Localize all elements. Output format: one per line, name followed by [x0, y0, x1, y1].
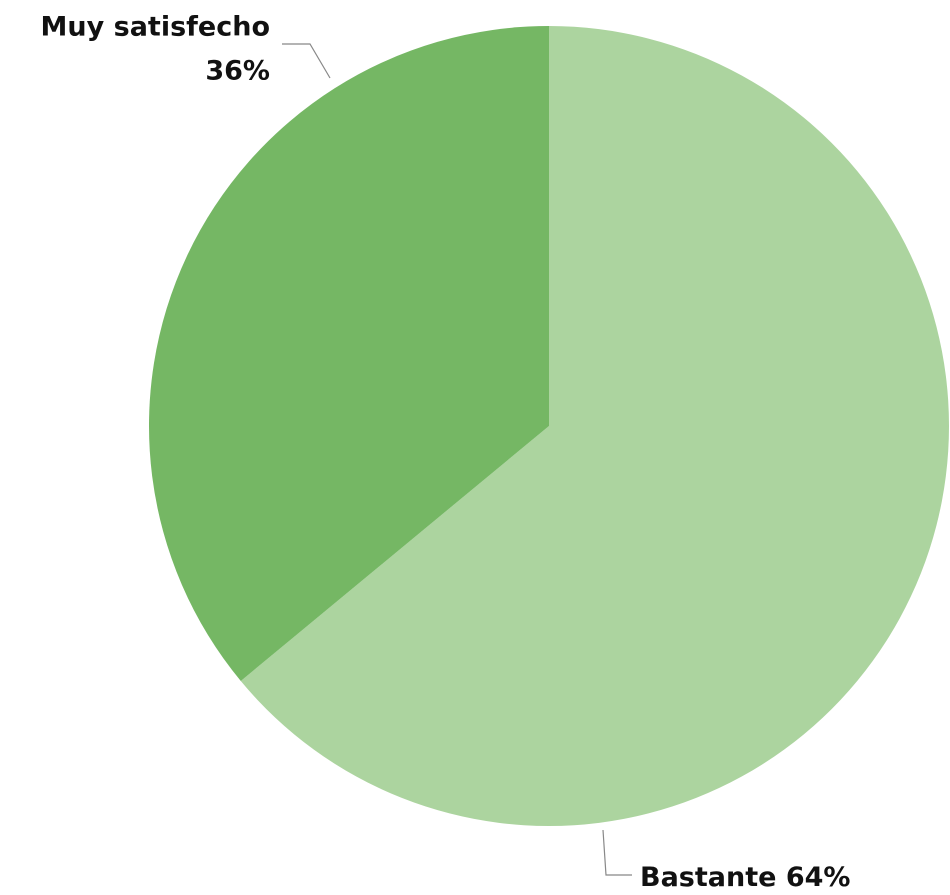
- slice-value-label: 36%: [205, 56, 270, 87]
- pie-slice: [148, 25, 549, 681]
- slice-label: Muy satisfecho: [41, 12, 270, 43]
- slice-label: Bastante 64%: [640, 862, 850, 893]
- leader-line: [282, 43, 331, 79]
- slice-value-label: 64%: [786, 862, 851, 893]
- pie: [148, 25, 950, 827]
- slice-label-name: Bastante: [640, 862, 776, 893]
- pie-slice: [240, 26, 950, 827]
- leader-line: [602, 829, 632, 876]
